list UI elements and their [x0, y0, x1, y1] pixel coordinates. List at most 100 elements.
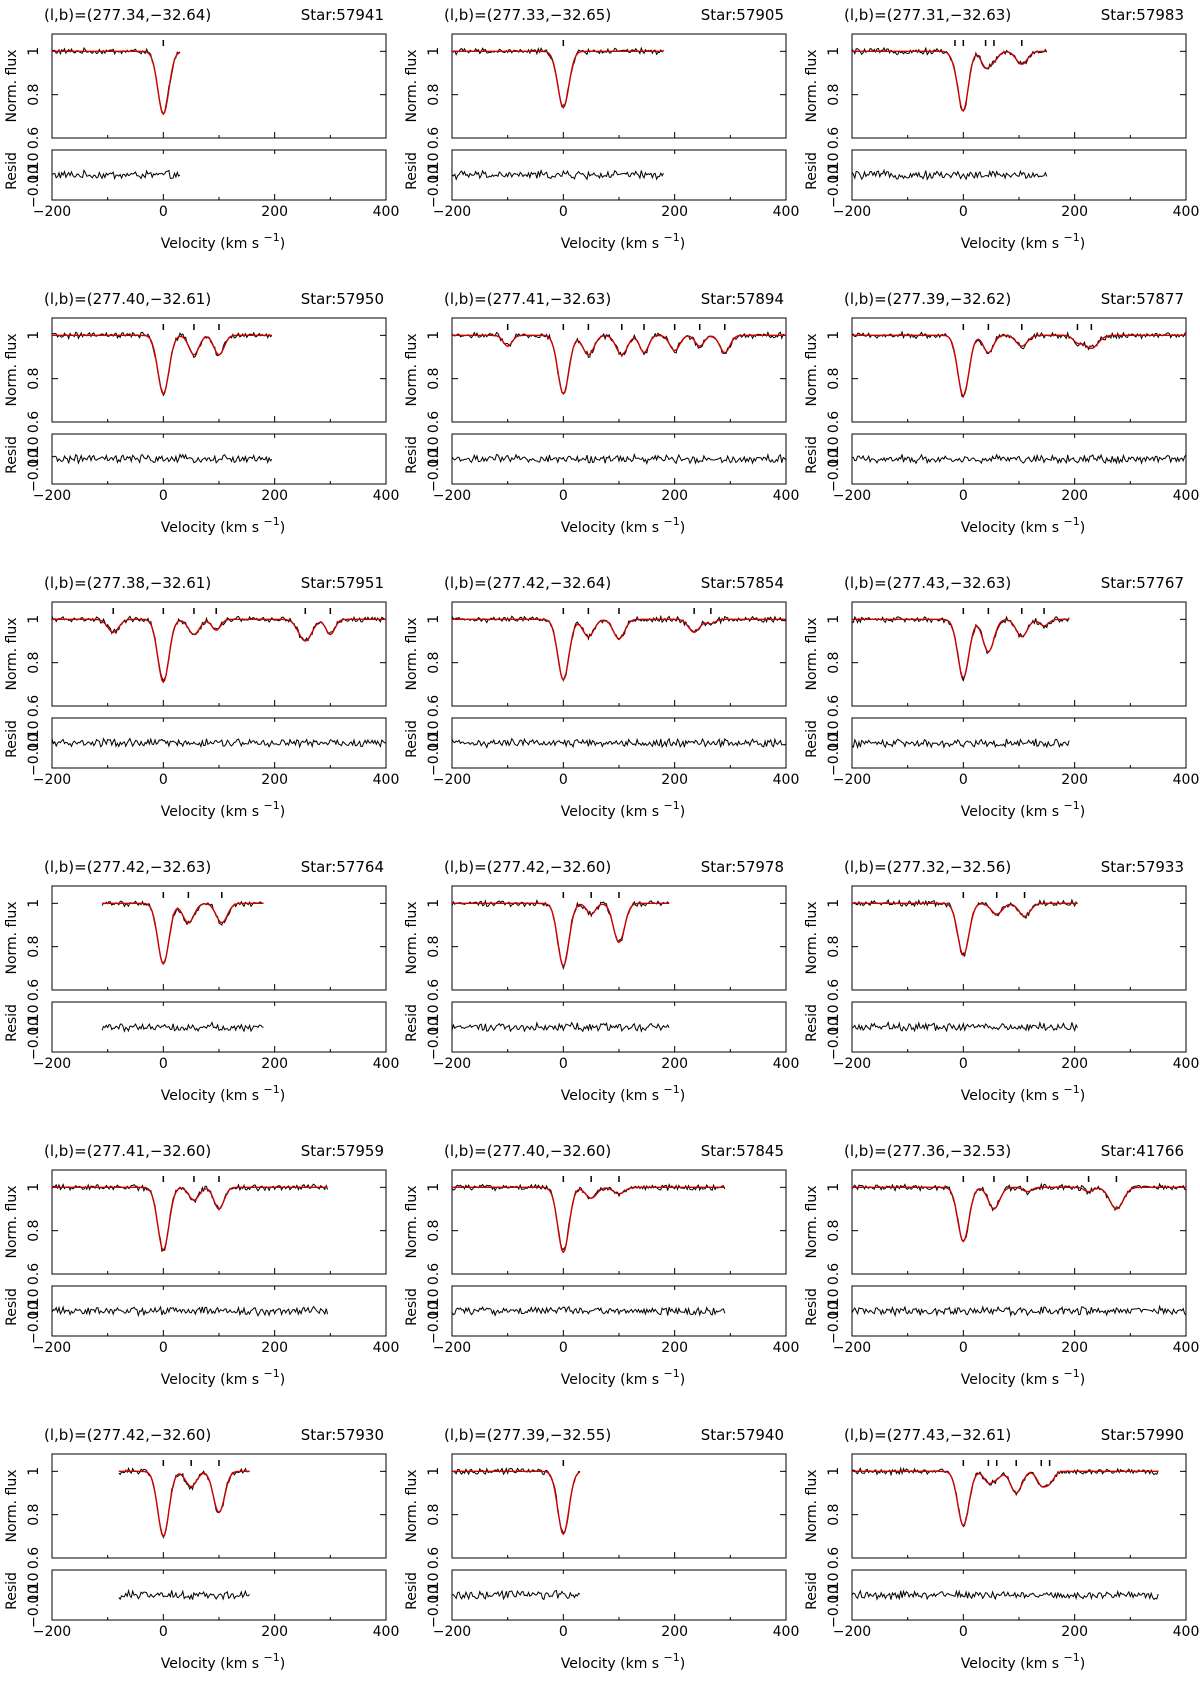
residuals: [451, 1305, 726, 1317]
x-axis-label: Velocity (km s −1): [161, 515, 285, 536]
flux-ylabel: Norm. flux: [4, 333, 20, 406]
resid-ylabel: Resid: [804, 1004, 820, 1042]
model-fit: [852, 1186, 1186, 1243]
flux-ytick-label: 1: [26, 1183, 42, 1192]
flux-frame: [451, 601, 787, 707]
resid-ytick-label: 0.10: [26, 152, 42, 183]
panel-coords: (l,b)=(277.42,−32.63): [44, 858, 211, 876]
resid-ylabel: Resid: [4, 720, 20, 758]
residuals: [451, 1021, 670, 1033]
observed-spectrum: [851, 1182, 1187, 1242]
flux-ytick-label: 0.8: [26, 652, 42, 674]
flux-ytick-label: 1: [826, 331, 842, 340]
resid-ytick-label: 0.10: [426, 1572, 442, 1603]
x-axis-label-exponent: −1: [264, 1367, 280, 1380]
panel-star-id: Star:57950: [301, 290, 384, 308]
flux-ytick-label: 0.8: [426, 1504, 442, 1526]
flux-ytick-label: 0.8: [426, 652, 442, 674]
x-axis-label-exponent: −1: [1064, 231, 1080, 244]
panel-svg: (l,b)=(277.38,−32.61) Star:57951 0.6 0.8 1 No…: [4, 574, 399, 820]
x-axis-label-close: ): [1080, 1372, 1085, 1388]
x-tick-label: 400: [373, 1624, 400, 1640]
flux-ytick-label: 0.8: [826, 368, 842, 390]
resid-ytick-label: 0.10: [826, 152, 842, 183]
panel-coords: (l,b)=(277.39,−32.55): [444, 1426, 611, 1444]
x-axis-label-exponent: −1: [1064, 1651, 1080, 1664]
model-fit: [52, 50, 181, 116]
x-tick-label: 0: [959, 1624, 968, 1640]
x-tick-label: −200: [433, 1340, 471, 1356]
residuals: [451, 452, 787, 465]
observed-spectrum: [51, 1183, 329, 1253]
panel-coords: (l,b)=(277.36,−32.53): [844, 1142, 1011, 1160]
flux-ytick-label: 0.8: [26, 1504, 42, 1526]
x-tick-label: 200: [1061, 1056, 1088, 1072]
x-axis-label-exponent: −1: [1064, 799, 1080, 812]
x-axis-label: Velocity (km s −1): [561, 1083, 685, 1104]
resid-ytick-label: −0.10: [826, 1585, 842, 1628]
x-tick-label: 0: [159, 772, 168, 788]
spectrum-panel: (l,b)=(277.42,−32.63) Star:57764 0.6 0.8 1 No…: [0, 852, 400, 1136]
flux-ytick-label: 1: [26, 331, 42, 340]
resid-ylabel: Resid: [4, 436, 20, 474]
x-axis-label-close: ): [280, 236, 285, 252]
resid-ytick-label: 0.10: [26, 1572, 42, 1603]
resid-ylabel: Resid: [404, 720, 420, 758]
x-tick-label: 400: [373, 1056, 400, 1072]
panel-coords: (l,b)=(277.34,−32.64): [44, 6, 211, 24]
x-tick-label: −200: [833, 1056, 871, 1072]
residuals: [851, 738, 1070, 750]
panel-svg: (l,b)=(277.41,−32.60) Star:57959 0.6 0.8 1 No…: [4, 1142, 399, 1388]
resid-ytick-label: −0.10: [26, 1585, 42, 1628]
resid-frame: [851, 1285, 1187, 1337]
flux-frame: [851, 601, 1187, 707]
model-fit: [452, 618, 786, 682]
flux-ytick-label: 0.6: [426, 979, 442, 1001]
panel-star-id: Star:57764: [301, 858, 384, 876]
x-tick-label: −200: [433, 488, 471, 504]
flux-ytick-label: 0.6: [826, 695, 842, 717]
panel-star-id: Star:57877: [1101, 290, 1184, 308]
resid-ytick-label: −0.10: [826, 449, 842, 492]
resid-ytick-label: 0.10: [26, 1288, 42, 1319]
resid-ytick-label: −0.10: [826, 165, 842, 208]
resid-ylabel: Resid: [804, 1288, 820, 1326]
panel-svg: (l,b)=(277.34,−32.64) Star:57941 0.6 0.8 1 No…: [4, 6, 399, 252]
panel-coords: (l,b)=(277.42,−32.64): [444, 574, 611, 592]
spectrum-panel: (l,b)=(277.36,−32.53) Star:41766 0.6 0.8 1 No…: [800, 1136, 1200, 1420]
flux-ytick-label: 1: [426, 899, 442, 908]
resid-ytick-label: 0.10: [826, 436, 842, 467]
resid-ytick-label: −0.10: [826, 733, 842, 776]
flux-ytick-label: 1: [26, 47, 42, 56]
x-axis-label-exponent: −1: [264, 799, 280, 812]
x-axis-label-close: ): [280, 1372, 285, 1388]
x-tick-label: 200: [1061, 204, 1088, 220]
x-tick-label: −200: [33, 488, 71, 504]
resid-ytick-label: 0.10: [426, 1004, 442, 1035]
model-fit: [452, 1470, 581, 1536]
x-tick-label: 200: [1061, 1624, 1088, 1640]
x-axis-label: Velocity (km s −1): [161, 1367, 285, 1388]
x-tick-label: 0: [959, 1340, 968, 1356]
flux-ytick-label: 0.8: [26, 84, 42, 106]
panel-star-id: Star:57940: [701, 1426, 784, 1444]
x-tick-label: 200: [1061, 772, 1088, 788]
observed-spectrum: [451, 1467, 581, 1535]
resid-ylabel: Resid: [4, 152, 20, 190]
x-tick-label: 200: [1061, 488, 1088, 504]
flux-ytick-label: 1: [426, 615, 442, 624]
model-fit: [118, 1470, 250, 1538]
panel-svg: (l,b)=(277.36,−32.53) Star:41766 0.6 0.8 1 No…: [804, 1142, 1199, 1388]
resid-frame: [451, 433, 787, 485]
residuals: [451, 737, 787, 749]
x-tick-label: −200: [33, 1624, 71, 1640]
resid-ytick-label: −0.10: [426, 449, 442, 492]
flux-ylabel: Norm. flux: [4, 49, 20, 122]
model-fit: [852, 334, 1186, 398]
flux-ytick-label: 1: [426, 331, 442, 340]
x-axis-label-exponent: −1: [264, 231, 280, 244]
panel-star-id: Star:57951: [301, 574, 384, 592]
spectrum-panel: (l,b)=(277.40,−32.60) Star:57845 0.6 0.8 1 No…: [400, 1136, 800, 1420]
flux-ylabel: Norm. flux: [404, 1185, 420, 1258]
spectrum-panel: (l,b)=(277.42,−32.64) Star:57854 0.6 0.8 1 No…: [400, 568, 800, 852]
